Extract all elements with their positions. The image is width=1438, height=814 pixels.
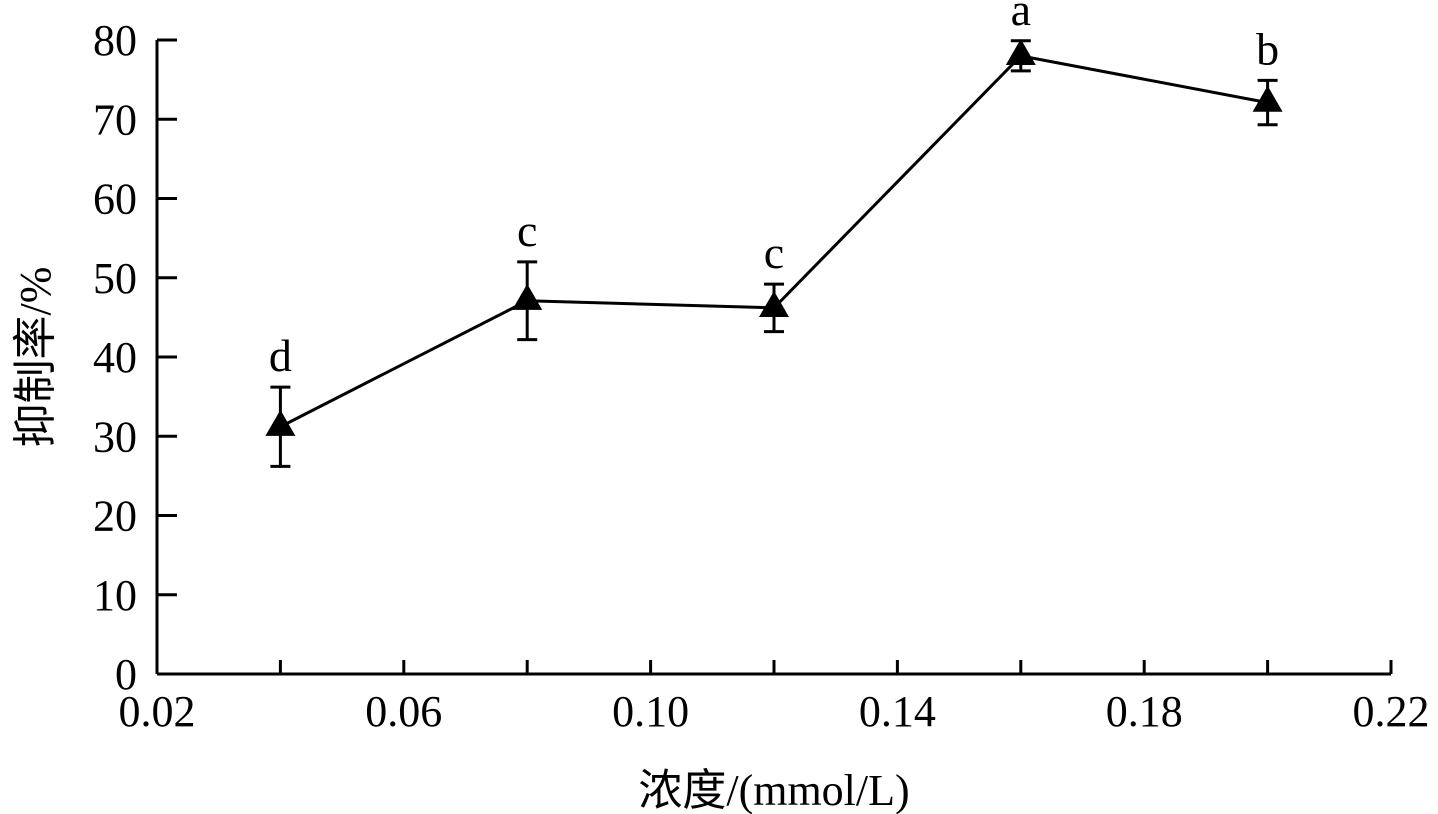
data-point [265,409,296,436]
y-tick-label: 10 [93,571,137,620]
x-tick-label: 0.14 [859,687,936,736]
significance-label: a [1011,0,1031,35]
y-tick-label: 60 [93,175,137,224]
y-axis-label: 抑制率/% [11,267,60,448]
x-tick-label: 0.22 [1353,687,1430,736]
significance-label: c [517,205,537,256]
significance-label: d [269,330,292,381]
y-tick-label: 70 [93,95,137,144]
y-tick-label: 40 [93,333,137,382]
y-tick-label: 50 [93,254,137,303]
series-line: d c c a b [265,0,1283,468]
x-tick-label: 0.10 [612,687,689,736]
x-tick-label: 0.02 [119,687,196,736]
y-tick-label: 20 [93,492,137,541]
y-axis-ticks: 0 10 20 30 40 50 60 70 80 [93,16,177,699]
significance-label: b [1256,23,1279,74]
data-point [512,283,543,310]
data-point [1252,85,1283,112]
data-point [759,290,789,317]
x-axis-ticks: 0.02 0.06 0.10 0.14 0.18 0.22 [119,660,1430,736]
y-tick-label: 30 [93,412,137,461]
x-tick-label: 0.06 [365,687,442,736]
data-point [1005,38,1036,65]
y-tick-label: 0 [115,650,137,699]
significance-label: c [764,227,784,278]
x-tick-label: 0.18 [1106,687,1183,736]
x-axis-label: 浓度/(mmol/L) [638,766,909,814]
y-tick-label: 80 [93,16,137,65]
